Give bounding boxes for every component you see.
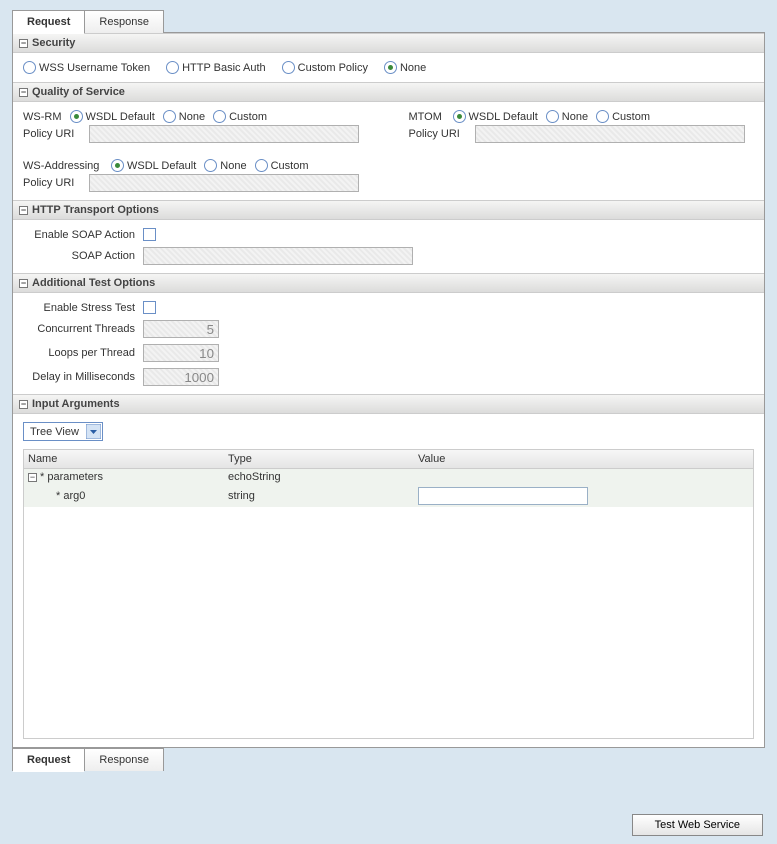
- section-security-body: WSS Username Token HTTP Basic Auth Custo…: [13, 53, 764, 82]
- col-name: Name: [28, 453, 228, 465]
- radio-icon: [23, 61, 36, 74]
- policy-uri-label: Policy URI: [23, 177, 83, 189]
- radio-icon: [282, 61, 295, 74]
- radio-none[interactable]: None: [384, 61, 426, 74]
- radio-http-basic[interactable]: HTTP Basic Auth: [166, 61, 266, 74]
- section-input-args-body: Tree View Name Type Value − * parameters…: [13, 414, 764, 747]
- view-mode-select[interactable]: Tree View: [23, 422, 103, 441]
- section-title: Security: [32, 37, 75, 49]
- radio-icon: [596, 110, 609, 123]
- radio-wsrm-wsdl[interactable]: WSDL Default: [70, 110, 155, 123]
- section-http-body: Enable SOAP Action SOAP Action: [13, 220, 764, 273]
- radio-wsrm-none[interactable]: None: [163, 110, 205, 123]
- tab-response[interactable]: Response: [84, 10, 164, 33]
- section-additional-header: −Additional Test Options: [13, 273, 764, 293]
- concurrent-label: Concurrent Threads: [23, 323, 143, 335]
- arg0-value-input[interactable]: [418, 487, 588, 505]
- collapse-icon[interactable]: −: [19, 39, 28, 48]
- enable-stress-label: Enable Stress Test: [23, 302, 143, 314]
- collapse-icon[interactable]: −: [19, 206, 28, 215]
- concurrent-input: [143, 320, 219, 338]
- collapse-icon[interactable]: −: [28, 473, 37, 482]
- radio-wsaddr-wsdl[interactable]: WSDL Default: [111, 159, 196, 172]
- radio-icon: [384, 61, 397, 74]
- radio-icon: [453, 110, 466, 123]
- radio-wsaddr-none[interactable]: None: [204, 159, 246, 172]
- section-security-header: −Security: [13, 33, 764, 53]
- radio-mtom-wsdl[interactable]: WSDL Default: [453, 110, 538, 123]
- radio-icon: [111, 159, 124, 172]
- policy-uri-label: Policy URI: [23, 128, 83, 140]
- tab-response-bottom[interactable]: Response: [84, 748, 164, 771]
- delay-input: [143, 368, 219, 386]
- radio-icon: [213, 110, 226, 123]
- delay-label: Delay in Milliseconds: [23, 371, 143, 383]
- radio-icon: [163, 110, 176, 123]
- radio-mtom-none[interactable]: None: [546, 110, 588, 123]
- top-tabs: Request Response: [12, 10, 765, 33]
- radio-icon: [70, 110, 83, 123]
- collapse-icon[interactable]: −: [19, 400, 28, 409]
- collapse-icon[interactable]: −: [19, 88, 28, 97]
- input-args-tree: Name Type Value − * parameters echoStrin…: [23, 449, 754, 739]
- test-web-service-button[interactable]: Test Web Service: [632, 814, 763, 836]
- col-value: Value: [418, 453, 749, 465]
- radio-icon: [204, 159, 217, 172]
- mtom-policy-input: [475, 125, 745, 143]
- wsaddr-label: WS-Addressing: [23, 160, 103, 172]
- wsaddr-policy-input: [89, 174, 359, 192]
- section-title: Quality of Service: [32, 86, 125, 98]
- wsrm-label: WS-RM: [23, 111, 62, 123]
- section-http-header: −HTTP Transport Options: [13, 200, 764, 220]
- section-additional-body: Enable Stress Test Concurrent Threads Lo…: [13, 293, 764, 394]
- mtom-label: MTOM: [409, 111, 445, 123]
- section-qos-body: WS-RM WSDL Default None Custom Policy UR…: [13, 102, 764, 200]
- enable-stress-checkbox[interactable]: [143, 301, 156, 314]
- soap-action-input: [143, 247, 413, 265]
- section-qos-header: −Quality of Service: [13, 82, 764, 102]
- chevron-down-icon: [85, 423, 102, 440]
- col-type: Type: [228, 453, 418, 465]
- radio-mtom-custom[interactable]: Custom: [596, 110, 650, 123]
- radio-icon: [255, 159, 268, 172]
- tab-request-bottom[interactable]: Request: [12, 748, 85, 771]
- loops-label: Loops per Thread: [23, 347, 143, 359]
- section-input-args-header: −Input Arguments: [13, 394, 764, 414]
- bottom-tabs: Request Response: [12, 748, 765, 771]
- tree-row[interactable]: * arg0 string: [24, 485, 753, 507]
- radio-custom-policy[interactable]: Custom Policy: [282, 61, 368, 74]
- radio-icon: [546, 110, 559, 123]
- enable-soap-label: Enable SOAP Action: [23, 229, 143, 241]
- section-title: HTTP Transport Options: [32, 204, 159, 216]
- radio-wss[interactable]: WSS Username Token: [23, 61, 150, 74]
- radio-wsaddr-custom[interactable]: Custom: [255, 159, 309, 172]
- policy-uri-label: Policy URI: [409, 128, 469, 140]
- collapse-icon[interactable]: −: [19, 279, 28, 288]
- loops-input: [143, 344, 219, 362]
- radio-wsrm-custom[interactable]: Custom: [213, 110, 267, 123]
- main-panel: −Security WSS Username Token HTTP Basic …: [12, 32, 765, 748]
- radio-icon: [166, 61, 179, 74]
- tree-row[interactable]: − * parameters echoString: [24, 469, 753, 485]
- section-title: Input Arguments: [32, 398, 120, 410]
- section-title: Additional Test Options: [32, 277, 155, 289]
- wsrm-policy-input: [89, 125, 359, 143]
- tab-request[interactable]: Request: [12, 10, 85, 33]
- soap-action-label: SOAP Action: [23, 250, 143, 262]
- enable-soap-checkbox[interactable]: [143, 228, 156, 241]
